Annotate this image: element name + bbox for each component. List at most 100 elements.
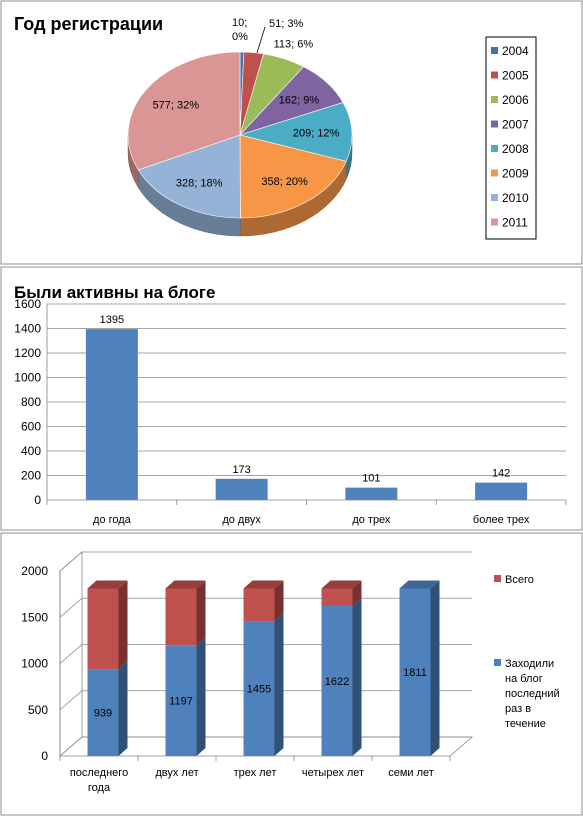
pie-legend-swatch-2005 [491,71,498,79]
stacked-bar-side-0 [118,661,128,756]
stacked-bar-side-0 [274,613,284,756]
stacked-data-labels: 939 1197 1455 1622 1811 [94,667,427,719]
stacked-y-tick-label: 1500 [21,610,48,624]
pie-data-label-2004: 10; 0% [232,17,248,43]
bar-y-tick-label: 800 [21,395,41,409]
bar-y-tick-label: 400 [21,444,41,458]
bar-до года [85,329,138,500]
pie-data-label-2011: 577; 32% [153,100,200,112]
stacked-legend: Всего Заходили на блог последний раз в течени… [494,574,560,730]
stacked-bar-top [399,580,440,589]
pie-slice-2010 [137,134,241,219]
stacked-bar-top [321,580,362,589]
bar-y-tick-label: 1400 [14,322,41,336]
pie-legend-label-2007: 2007 [502,118,529,132]
bar-более трех [475,482,528,500]
stacked-bar-front-0 [399,588,431,756]
stacked-bar-top [243,580,284,589]
pie-data-labels: 10; 0% 51; 3% 113; 6% 162; 9% 209; 12% 358; 20… [153,17,340,190]
stacked-bar-front-0 [321,605,353,756]
stacked-x-tick-label: четырех лет [302,767,364,779]
pie-legend-swatch-2008 [491,145,498,152]
stacked-x-tick-label: последнего года [70,767,128,794]
bar-title: Были активны на блоге [14,283,215,302]
pie-slice-2011 [127,51,241,171]
pie-legend-label-2008: 2008 [502,142,529,156]
pie-legend-swatch-2009 [491,169,498,177]
bar-x-tick-label: до двух [222,514,261,526]
stacked-bar-front-1 [321,588,353,606]
stacked-panel: 0 500 1000 1500 2000 939 1197 1455 1622 1811 пос… [0,532,583,816]
stacked-gridline [59,551,472,572]
stacked-data-label: 1197 [169,696,193,708]
stacked-bar-top [87,580,128,589]
pie-legend-label-2009: 2009 [502,167,529,181]
pie-legend-label-2004: 2004 [502,44,529,58]
bar-y-tick-labels: 0 200 400 600 800 1000 1200 1400 1600 [14,297,41,507]
bar-data-label: 142 [492,468,510,480]
stacked-data-label: 1455 [247,684,271,696]
bar-panel: Были активны на блоге 0 200 400 600 800 1000 1… [0,266,583,531]
stacked-y-tick-label: 2000 [21,564,48,578]
bar-data-labels: 1395 173 101 142 [100,314,511,485]
bar-x-tick-label: до года [93,514,132,526]
stacked-legend-label-visited: Заходили на блог последний раз в течение [505,658,560,730]
pie-data-label-2010: 328; 18% [176,178,223,190]
pie-legend-swatch-2010 [491,194,498,201]
pie-slice-2009 [239,134,347,219]
bar-x-tick-labels: до года до двух до трех более трех [93,514,530,526]
pie-legend-label-2006: 2006 [502,93,529,107]
pie-data-label-2007: 162; 9% [279,94,320,106]
pie-legend-swatch-2004 [491,47,498,54]
stacked-legend-swatch-total [494,575,501,582]
pie-legend-frame [485,36,537,240]
stacked-x-tick-label: двух лет [155,767,198,779]
bar-axes [46,304,567,505]
bar-y-tick-label: 1000 [14,371,41,385]
pie-legend-swatch-2006 [491,96,498,103]
pie-slices [127,51,353,219]
stacked-bars [87,580,440,756]
pie-legend-label-2011: 2011 [502,216,528,230]
pie-legend-swatch-2011 [491,218,498,226]
pie-title: Год регистрации [14,14,163,34]
bar-до двух [215,478,268,500]
stacked-y-tick-label: 1000 [21,657,48,671]
bar-data-label: 1395 [100,314,124,326]
stacked-bar-side-1 [352,580,362,606]
pie-slice-2008 [238,102,353,162]
bar-y-tick-label: 0 [34,493,41,507]
stacked-bar-side-0 [352,597,362,756]
pie-legend-label-2010: 2010 [502,191,529,205]
pie-leader-line [256,26,266,54]
pie-data-label-2006: 113; 6% [274,39,314,51]
pie-legend-items: 2004 2005 2006 2007 2008 2009 2010 2011 [491,44,529,230]
stacked-bar-front-0 [243,621,275,756]
bar-y-tick-label: 1600 [14,297,41,311]
stacked-legend-label-total: Всего [505,574,534,586]
stacked-bar-front-0 [87,669,119,756]
stacked-bar-side-1 [118,580,128,670]
bar-до трех [345,487,398,500]
stacked-bar-top [165,580,206,589]
pie-data-label-2009: 358; 20% [261,176,308,188]
bar-data-label: 101 [362,473,380,485]
stacked-y-tick-label: 0 [41,749,48,763]
stacked-y-tick-label: 500 [28,703,48,717]
bar-data-label: 173 [232,464,250,476]
stacked-x-tick-label: семи лет [388,767,434,779]
stacked-x-tick-label: трех лет [234,767,277,779]
bar-bars [85,329,528,500]
stacked-data-label: 1811 [403,667,427,679]
stacked-data-label: 1622 [325,676,349,688]
stacked-bar-front-1 [87,588,119,670]
pie-data-label-2008: 209; 12% [293,128,340,140]
bar-x-tick-label: более трех [473,514,530,526]
stacked-x-tick-labels: последнего года двух лет трех лет четырех ле… [59,571,451,794]
stacked-bar-front-1 [165,588,197,646]
pie-data-label-2005: 51; 3% [269,18,303,30]
stacked-bar-front-0 [165,645,197,756]
stacked-bar-side-1 [196,580,206,646]
pie-legend-label-2005: 2005 [502,69,529,83]
